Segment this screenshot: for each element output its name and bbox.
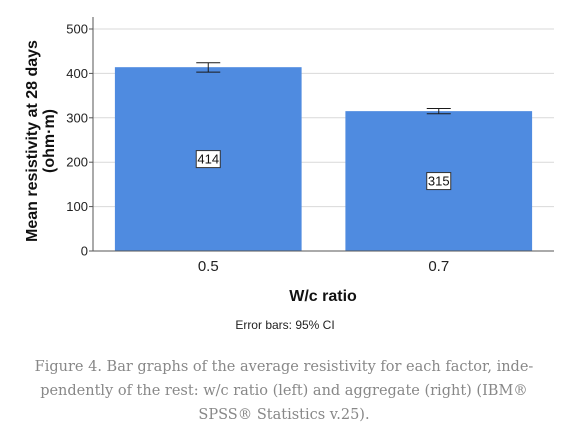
axes <box>89 17 554 252</box>
bar-chart: 0 100 200 300 400 500 414 0.5 315 0.7 Mean resist… <box>24 17 554 332</box>
y-axis-title-line1: Mean resistivity at 28 days <box>24 40 41 242</box>
y-tick-label: 400 <box>66 66 88 81</box>
data-label: 414 <box>197 152 219 167</box>
figure-caption: Figure 4. Bar graphs of the average resi… <box>0 355 568 427</box>
error-bars-note: Error bars: 95% CI <box>235 318 334 332</box>
caption-line-1: Figure 4. Bar graphs of the average resi… <box>34 359 534 375</box>
y-tick-label: 0 <box>81 244 88 259</box>
labels: 0 100 200 300 400 500 414 0.5 315 0.7 <box>66 22 452 275</box>
y-tick-label: 200 <box>66 155 88 170</box>
x-tick-label: 0.5 <box>198 258 219 275</box>
data-label-box <box>195 150 221 169</box>
x-axis-title: W/c ratio <box>289 288 357 305</box>
x-tick-label: 0.7 <box>428 258 449 275</box>
y-tick-label: 500 <box>66 22 88 37</box>
y-tick-label: 300 <box>66 110 88 125</box>
data-label-box <box>426 172 452 191</box>
caption-line-3: SPSS® Statistics v.25). <box>198 407 370 423</box>
y-axis-title-line2: (ohm·m) <box>41 109 58 173</box>
caption-line-2: pendently of the rest: w/c ratio (left) … <box>40 383 528 399</box>
bars <box>114 62 533 252</box>
data-label: 315 <box>428 174 450 189</box>
y-tick-label: 100 <box>66 199 88 214</box>
